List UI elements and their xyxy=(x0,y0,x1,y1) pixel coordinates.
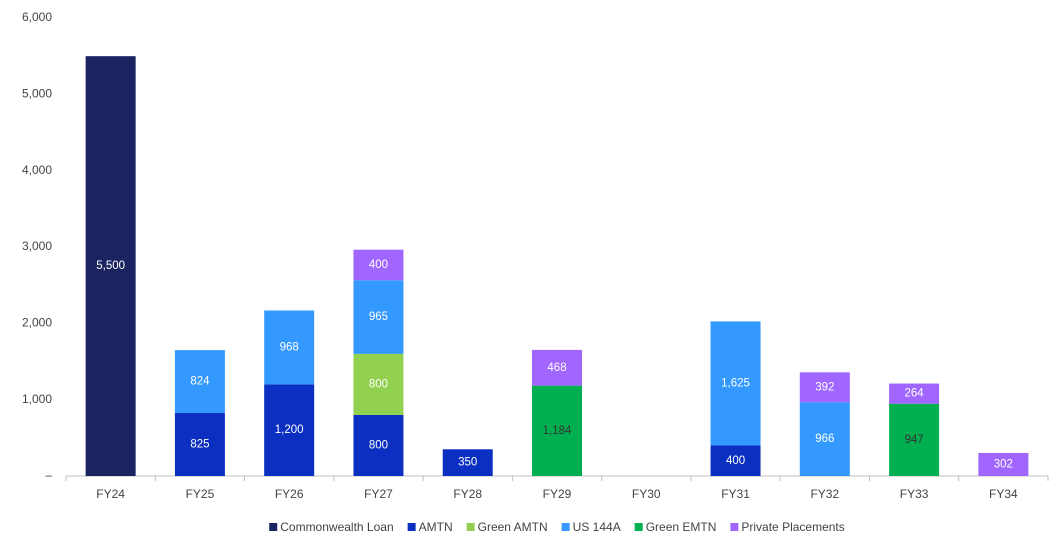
bar-segment xyxy=(442,449,493,476)
y-tick-label: 3,000 xyxy=(22,239,52,253)
bar-segment xyxy=(532,385,582,476)
data-label: 800 xyxy=(369,439,388,451)
x-tick-label: FY32 xyxy=(810,487,839,501)
y-tick-label: 2,000 xyxy=(22,316,52,330)
y-tick-label: 4,000 xyxy=(22,163,52,177)
bar-segment xyxy=(264,384,315,476)
data-label: 302 xyxy=(994,459,1013,471)
bar-segment xyxy=(264,310,315,385)
x-tick-label: FY33 xyxy=(900,487,929,501)
bar-segment xyxy=(889,383,940,404)
legend-label: US 144A xyxy=(573,520,621,534)
legend-label: AMTN xyxy=(419,520,453,534)
x-tick-label: FY25 xyxy=(186,487,215,501)
bar-segment xyxy=(353,353,404,415)
bar-segment xyxy=(978,452,1029,476)
data-label: 1,184 xyxy=(543,425,572,437)
x-tick-label: FY26 xyxy=(275,487,304,501)
y-tick-label: – xyxy=(45,468,52,482)
x-tick-label: FY27 xyxy=(364,487,393,501)
x-tick-label: FY24 xyxy=(96,487,125,501)
data-label: 400 xyxy=(726,455,745,467)
legend-label: Private Placements xyxy=(741,520,844,534)
data-label: 5,500 xyxy=(96,260,125,272)
x-tick-label: FY31 xyxy=(721,487,750,501)
data-label: 392 xyxy=(815,381,834,393)
data-label: 1,625 xyxy=(721,377,750,389)
data-label: 350 xyxy=(458,457,477,469)
data-label: 264 xyxy=(904,388,924,400)
data-label: 468 xyxy=(547,362,566,374)
bar-segment xyxy=(799,372,850,403)
legend-swatch xyxy=(561,523,570,531)
x-tick-label: FY30 xyxy=(632,487,661,501)
legend-swatch xyxy=(269,523,278,531)
legend-swatch xyxy=(466,523,475,531)
data-label: 400 xyxy=(369,259,388,271)
bar-segment xyxy=(710,445,761,476)
data-label: 800 xyxy=(369,378,388,390)
data-label: 965 xyxy=(369,311,388,323)
data-label: 968 xyxy=(280,341,299,353)
x-tick-label: FY34 xyxy=(989,487,1018,501)
bar-segment xyxy=(353,249,404,281)
data-label: 1,200 xyxy=(275,424,304,436)
bar-segment xyxy=(799,402,850,476)
legend-swatch xyxy=(634,523,643,531)
legend-swatch xyxy=(730,523,739,531)
legend-label: Green AMTN xyxy=(478,520,548,534)
legend-label: Green EMTN xyxy=(646,520,717,534)
y-tick-label: 6,000 xyxy=(22,10,52,24)
bar-segment xyxy=(174,350,225,414)
bar-segment xyxy=(353,280,404,354)
legend-label: Commonwealth Loan xyxy=(280,520,393,534)
data-label: 825 xyxy=(190,439,209,451)
x-tick-label: FY29 xyxy=(543,487,572,501)
bar-segment xyxy=(889,403,940,476)
bar-segment xyxy=(85,56,136,477)
legend-swatch xyxy=(407,523,416,531)
data-label: 824 xyxy=(190,376,210,388)
data-label: 966 xyxy=(815,433,834,445)
bar-segment xyxy=(174,413,225,476)
legend: Commonwealth Loan AMTN Green AMTN US 144A Gr… xyxy=(269,520,845,534)
data-label: 947 xyxy=(904,434,923,446)
y-tick-label: 5,000 xyxy=(22,87,52,101)
x-tick-label: FY28 xyxy=(453,487,482,501)
y-tick-label: 1,000 xyxy=(22,392,52,406)
bar-segment xyxy=(353,414,404,476)
bar-segment xyxy=(532,349,582,386)
bar-segment xyxy=(710,321,761,446)
